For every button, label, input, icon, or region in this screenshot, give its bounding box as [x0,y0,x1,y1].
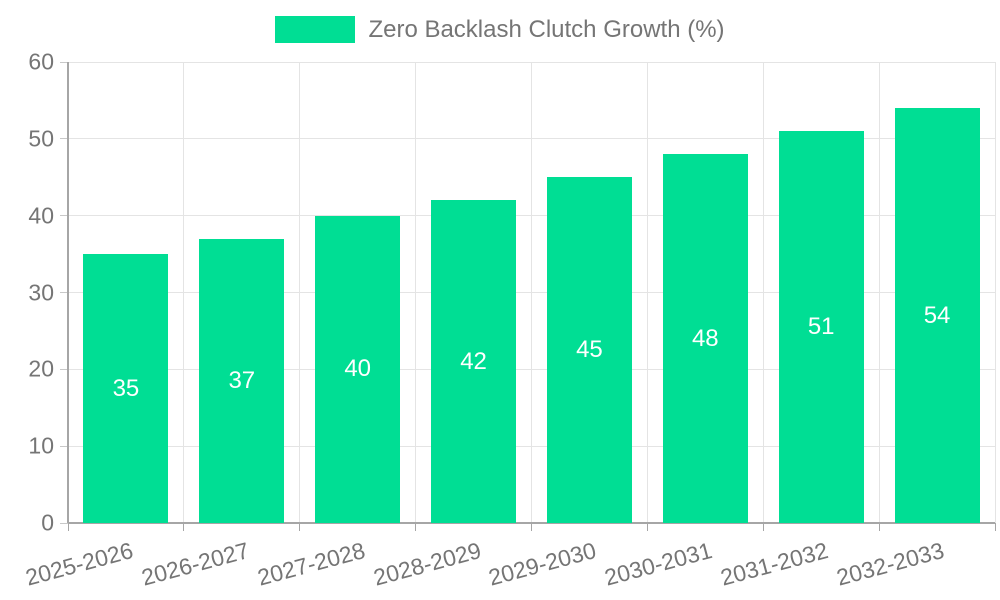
bar[interactable]: 42 [431,200,517,523]
x-axis-tick-label: 2025-2026 [22,537,136,591]
y-axis-tick-label: 60 [28,48,54,75]
x-axis-tick-label: 2028-2029 [370,537,484,591]
y-axis-tick-mark [60,215,68,217]
bar-value-label: 54 [923,301,951,329]
x-axis-tick-mark [878,523,880,531]
bar-value-label: 35 [112,374,140,402]
x-axis-tick-label: 2027-2028 [254,537,368,591]
x-axis-tick-mark [67,523,69,531]
y-axis-tick-label: 20 [28,355,54,382]
bar-value-label: 51 [807,313,835,341]
bar[interactable]: 35 [83,254,169,523]
chart-legend[interactable]: Zero Backlash Clutch Growth (%) [0,16,1000,43]
y-axis-tick-label: 30 [28,279,54,305]
x-axis-tick-mark [415,523,417,531]
y-axis-line [67,62,69,523]
x-axis-tick-label: 2029-2030 [486,537,600,591]
bar[interactable]: 45 [546,177,632,523]
legend-swatch [275,16,356,43]
bar[interactable]: 54 [894,108,980,523]
legend-label: Zero Backlash Clutch Growth (%) [368,16,725,43]
x-axis-tick-mark [994,523,996,531]
x-axis-tick-mark [531,523,532,531]
x-axis-tick-mark [183,523,185,531]
x-axis-tick-mark [299,523,301,531]
gridline-vertical [762,62,764,523]
y-axis-tick-mark [60,61,68,63]
x-axis-tick-label: 2030-2031 [602,537,716,591]
x-axis-tick-mark [646,523,648,531]
y-axis-tick-mark [60,522,68,524]
x-axis-tick-label: 2032-2033 [833,537,947,591]
bar-value-label: 45 [576,336,603,364]
y-axis-tick-mark [60,292,68,293]
bar-value-label: 48 [691,324,719,352]
bar-value-label: 42 [460,347,487,375]
y-axis-tick-label: 50 [28,125,54,152]
bar-value-label: 37 [228,366,256,394]
y-axis-tick-label: 40 [28,202,54,229]
y-axis-tick-label: 10 [28,432,54,459]
x-axis-line [68,522,995,524]
x-axis-tick-mark [762,523,764,531]
bar[interactable]: 40 [315,215,401,523]
gridline-vertical [878,62,880,523]
y-axis-tick-mark [60,368,68,370]
x-axis-tick-label: 2031-2032 [717,537,831,591]
gridline-vertical [531,62,532,523]
gridline-vertical [646,62,648,523]
bar[interactable]: 37 [199,238,285,523]
y-axis-tick-mark [60,138,68,140]
y-axis-tick-mark [60,445,68,447]
gridline-vertical [415,62,417,523]
gridline-vertical [183,62,185,523]
gridline-vertical [994,62,996,523]
bar[interactable]: 48 [662,154,748,523]
bar[interactable]: 51 [778,131,864,523]
gridline-vertical [299,62,301,523]
bar-value-label: 40 [344,355,372,383]
x-axis-tick-label: 2026-2027 [138,537,252,591]
y-axis-tick-label: 0 [41,509,54,536]
